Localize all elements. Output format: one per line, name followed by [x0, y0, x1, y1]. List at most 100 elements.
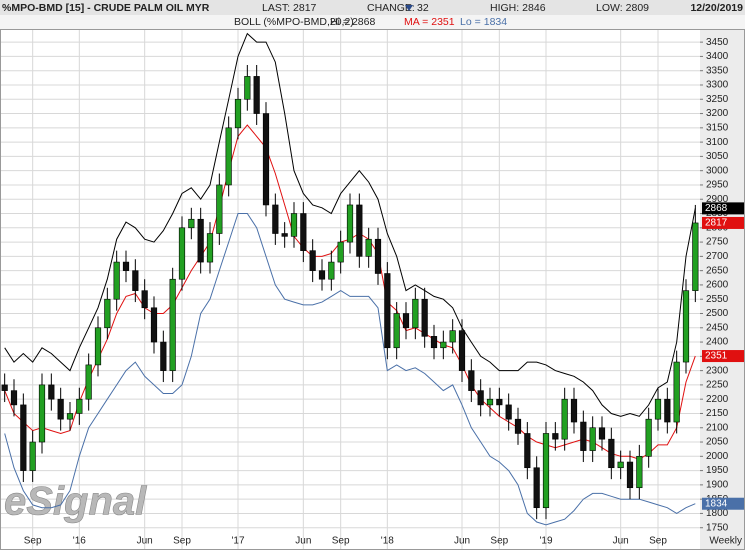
- candle-body: [533, 467, 540, 509]
- low-value: 2809: [626, 2, 650, 14]
- y-tick-label: 2050: [706, 437, 729, 448]
- high-field: HIGH: 2846: [490, 2, 546, 14]
- candle-body: [346, 204, 354, 243]
- candle-body: [169, 278, 176, 371]
- y-tick-label: 2600: [706, 280, 729, 291]
- last-label: LAST:: [262, 2, 290, 14]
- candle-body: [328, 261, 335, 280]
- candle-body: [673, 361, 680, 423]
- y-tick-label: 2250: [706, 380, 729, 391]
- lo-value: 1834: [484, 16, 508, 28]
- last-marker: 2817: [705, 218, 728, 229]
- y-tick-label: 1900: [706, 480, 729, 491]
- indicator-ma: MA = 2351: [404, 16, 455, 28]
- candle-body: [178, 227, 186, 280]
- y-tick-label: 3300: [706, 80, 729, 91]
- last-marker-bg: [702, 216, 745, 229]
- candle-body: [253, 76, 260, 114]
- date: 12/20/2019: [690, 2, 743, 14]
- candle-body: [505, 404, 512, 420]
- y-tick-label: 2700: [706, 251, 729, 262]
- candle-body: [365, 238, 372, 257]
- candle-body: [542, 433, 550, 509]
- hi-label: Hi =: [330, 16, 349, 28]
- candle-body: [608, 438, 615, 469]
- indicator-bar: [0, 15, 745, 29]
- candle-body: [309, 250, 316, 271]
- y-tick-label: 2200: [706, 394, 729, 405]
- y-tick-label: 2150: [706, 408, 729, 419]
- candle-body: [160, 341, 167, 371]
- candle-body: [645, 418, 652, 457]
- y-tick-label: 1800: [706, 508, 729, 519]
- y-tick-label: 2750: [706, 237, 729, 248]
- candle-body: [122, 261, 130, 271]
- candle-body: [626, 461, 634, 489]
- candle-body: [421, 298, 428, 337]
- candle-body: [552, 433, 559, 440]
- x-tick-label: Sep: [24, 536, 42, 547]
- candle-body: [216, 184, 223, 234]
- y-tick-label: 2500: [706, 308, 729, 319]
- x-tick-label: Sep: [490, 536, 508, 547]
- candle-body: [10, 390, 18, 406]
- candle-body: [337, 241, 344, 263]
- low-label: LOW:: [596, 2, 623, 14]
- y-tick-label: 1750: [706, 522, 729, 533]
- candle-body: [206, 233, 214, 263]
- y-tick-label: 3400: [706, 51, 729, 62]
- y-tick-label: 3350: [706, 65, 729, 76]
- candle-body: [468, 370, 475, 391]
- y-tick-label: 2100: [706, 422, 729, 433]
- candle-body: [496, 398, 503, 406]
- candle-body: [104, 298, 111, 329]
- ma-marker-bg: [702, 350, 745, 363]
- candle-body: [412, 298, 419, 329]
- ma-value: 2351: [431, 16, 455, 28]
- x-tick-label: Jun: [454, 536, 470, 547]
- band-line: [4, 213, 696, 526]
- last-value: 2817: [293, 2, 317, 14]
- ma-marker: 2351: [705, 351, 728, 362]
- x-tick-label: Jun: [137, 536, 153, 547]
- watermark: eSignal: [4, 480, 147, 524]
- hi-marker-bg: [702, 202, 745, 215]
- y-tick-label: 3250: [706, 94, 729, 105]
- candle-body: [654, 398, 662, 420]
- axis-bg: [700, 29, 745, 550]
- y-tick-label: 2650: [706, 265, 729, 276]
- candle-body: [598, 427, 606, 440]
- y-tick-label: 3000: [706, 165, 729, 176]
- indicator-label: BOLL (%MPO-BMD,20,2): [234, 16, 354, 28]
- candle-body: [486, 398, 494, 406]
- hi-marker: 2868: [705, 203, 728, 214]
- candle-body: [29, 441, 36, 471]
- candle-body: [94, 327, 102, 366]
- candle-body: [20, 404, 27, 471]
- candle-body: [440, 341, 447, 349]
- candle-body: [150, 307, 158, 343]
- x-tick-label: Sep: [332, 536, 350, 547]
- y-tick-label: 2400: [706, 337, 729, 348]
- candle-body: [356, 204, 363, 257]
- candle-body: [384, 273, 391, 349]
- last-field: LAST: 2817: [262, 2, 317, 14]
- candle-body: [281, 233, 288, 237]
- header-bar: [0, 0, 745, 15]
- candle-body: [85, 364, 92, 400]
- change-down-arrow: [405, 5, 413, 11]
- candle-body: [272, 204, 279, 234]
- candle-body: [234, 98, 242, 129]
- candle-body: [188, 218, 195, 229]
- candle-body: [132, 270, 139, 291]
- low-field: LOW: 2809: [596, 2, 649, 14]
- y-tick-label: 2000: [706, 451, 729, 462]
- high-label: HIGH:: [490, 2, 519, 14]
- candle-body: [318, 270, 326, 280]
- candle-body: [664, 398, 671, 423]
- y-tick-label: 2900: [706, 194, 729, 205]
- candle-body: [66, 413, 74, 420]
- plot-bg: [0, 29, 700, 550]
- y-tick-label: 3050: [706, 151, 729, 162]
- candle-body: [76, 398, 83, 414]
